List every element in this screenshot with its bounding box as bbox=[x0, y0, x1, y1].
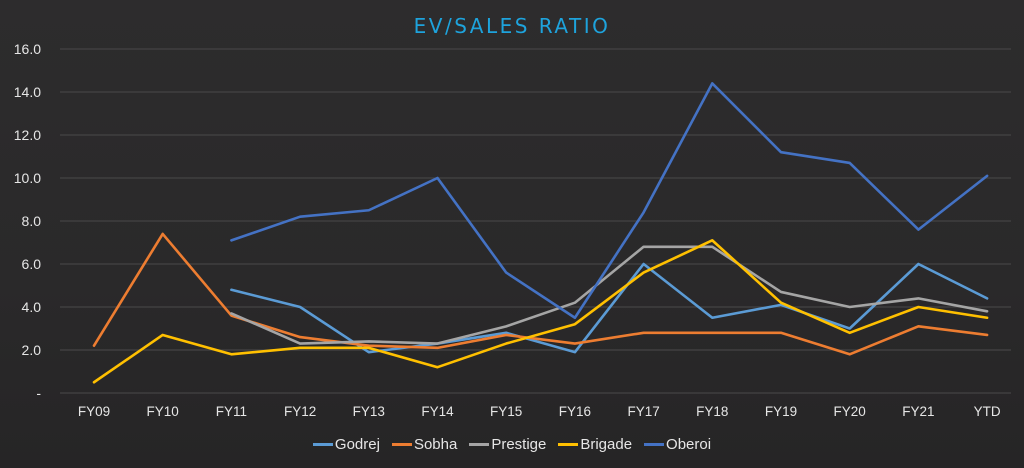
legend-item-brigade: Brigade bbox=[558, 436, 632, 453]
x-tick-label: FY12 bbox=[284, 404, 316, 419]
legend-item-godrej: Godrej bbox=[312, 436, 380, 453]
legend-swatch bbox=[312, 443, 333, 446]
series-lines bbox=[92, 82, 989, 384]
x-tick-label: FY13 bbox=[353, 404, 385, 419]
y-tick-label: 2.0 bbox=[22, 342, 42, 358]
x-tick-label: FY15 bbox=[490, 404, 522, 419]
legend-label: Godrej bbox=[334, 436, 380, 453]
series-prestige bbox=[230, 245, 989, 345]
y-tick-label: 10.0 bbox=[14, 170, 41, 186]
gridlines bbox=[60, 48, 1011, 394]
chart-title: EV/SALES RATIO bbox=[413, 14, 611, 38]
y-tick-label: 6.0 bbox=[22, 256, 42, 272]
x-tick-label: FY11 bbox=[216, 404, 247, 419]
x-tick-label: FY09 bbox=[78, 404, 110, 419]
legend-item-prestige: Prestige bbox=[469, 436, 546, 453]
x-tick-label: FY16 bbox=[559, 404, 591, 419]
legend-swatch bbox=[391, 443, 412, 446]
x-tick-label: FY18 bbox=[696, 404, 728, 419]
y-tick-label: 16.0 bbox=[14, 41, 41, 57]
series-line-prestige bbox=[230, 245, 989, 345]
legend-label: Oberoi bbox=[666, 436, 712, 453]
legend-label: Prestige bbox=[491, 436, 547, 453]
x-axis-ticks: FY09 FY10 FY11 FY12 FY13 FY14 FY15 FY16 FY17 FY18… bbox=[78, 404, 1001, 419]
y-tick-label: 4.0 bbox=[22, 299, 42, 315]
series-line-brigade bbox=[92, 239, 989, 384]
x-tick-label: FY20 bbox=[834, 404, 866, 419]
legend: Godrej Sobha Prestige Brigade Oberoi bbox=[0, 436, 1024, 453]
series-line-oberoi bbox=[230, 82, 989, 320]
x-tick-label: FY17 bbox=[627, 404, 659, 419]
legend-swatch bbox=[469, 443, 490, 446]
x-tick-label: FY21 bbox=[902, 404, 934, 419]
y-axis-ticks: - 2.0 4.0 6.0 8.0 10.0 12.0 14.0 16.0 bbox=[14, 41, 42, 401]
y-tick-label: 12.0 bbox=[14, 127, 41, 143]
x-tick-label: FY14 bbox=[421, 404, 454, 419]
x-tick-label: YTD bbox=[974, 404, 1001, 419]
legend-swatch bbox=[644, 443, 665, 446]
x-tick-label: FY19 bbox=[765, 404, 797, 419]
series-brigade bbox=[92, 239, 989, 384]
x-tick-label: FY10 bbox=[147, 404, 179, 419]
y-tick-label: 14.0 bbox=[14, 84, 41, 100]
legend-swatch bbox=[558, 443, 579, 446]
series-oberoi bbox=[230, 82, 989, 320]
legend-item-sobha: Sobha bbox=[391, 436, 458, 453]
y-tick-label: - bbox=[36, 385, 41, 401]
legend-label: Sobha bbox=[413, 436, 458, 453]
legend-label: Brigade bbox=[580, 436, 633, 453]
line-chart: -2.04.06.08.010.012.014.016.0 FY09 FY10 FY… bbox=[14, 41, 1011, 419]
y-tick-label: 8.0 bbox=[22, 213, 42, 229]
legend-item-oberoi: Oberoi bbox=[644, 436, 711, 453]
